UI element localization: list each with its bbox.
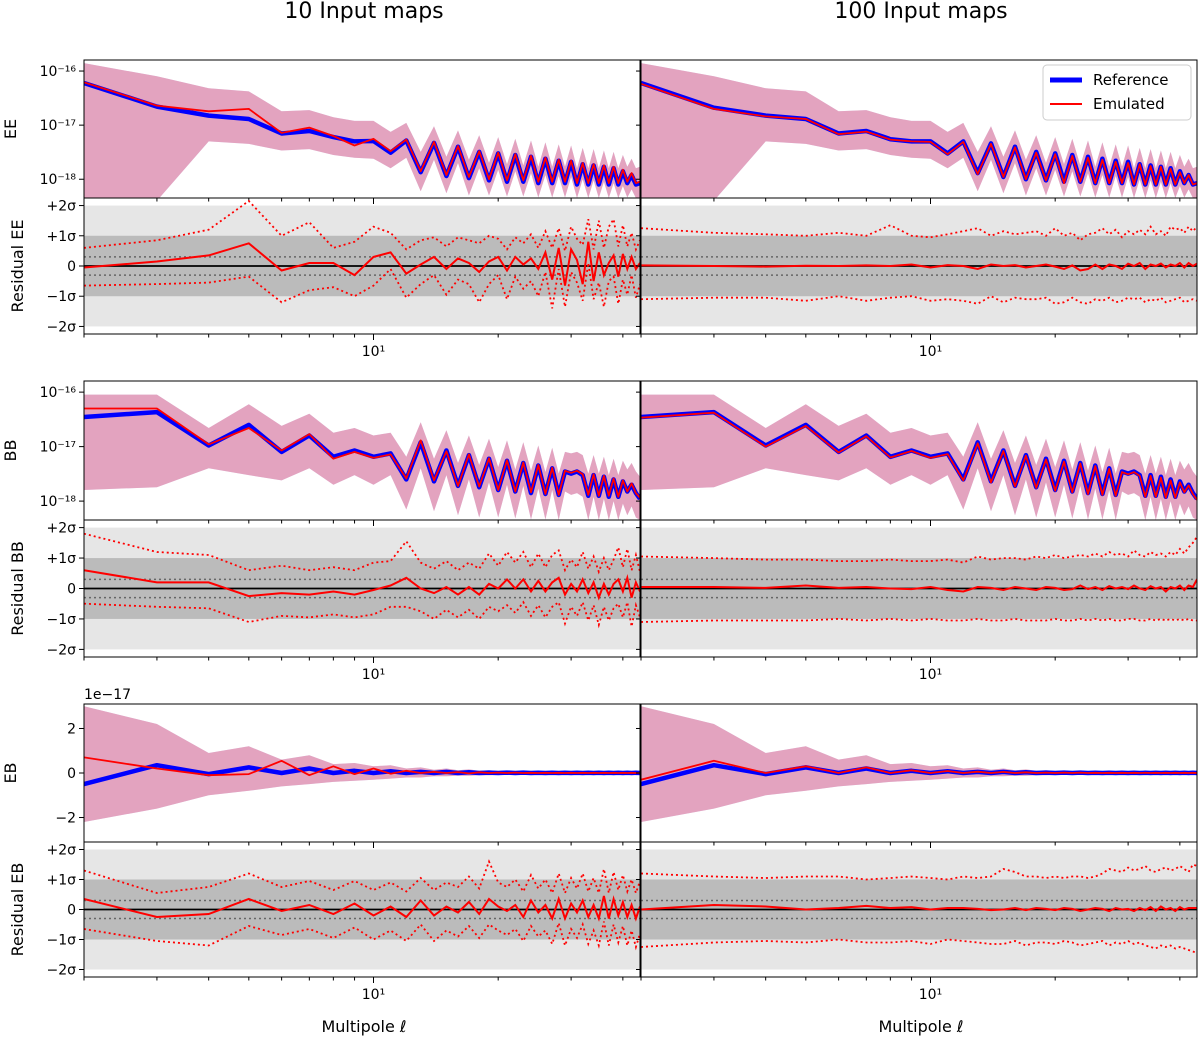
residual-lower-line	[84, 599, 640, 629]
residual-mean-line	[84, 895, 640, 922]
y-tick-label: 0	[67, 582, 76, 598]
y-tick-label: 10⁻¹⁷	[40, 440, 76, 456]
panel-ee-10	[84, 63, 640, 198]
emulated-line	[641, 759, 1197, 781]
column-title-right: 100 Input maps	[834, 0, 1007, 24]
residual-upper-line	[84, 199, 640, 255]
y-tick-label: −1σ	[46, 612, 76, 628]
y-tick-label: 10⁻¹⁶	[40, 385, 77, 401]
y-tick-label: +2σ	[46, 199, 76, 215]
panel-residual-eb-10	[84, 849, 640, 970]
x-tick-label: 10¹	[919, 344, 942, 360]
row-label: BB	[1, 440, 20, 462]
y-tick-label: 2	[67, 721, 76, 737]
y-tick-label: −1σ	[46, 933, 76, 949]
emulated-line	[641, 411, 1197, 501]
y-tick-label: −2σ	[46, 642, 76, 658]
emulated-band	[84, 394, 640, 520]
emulated-line	[84, 756, 640, 777]
emulated-band	[84, 63, 640, 198]
y-tick-label: 10⁻¹⁷	[40, 118, 76, 134]
panel-residual-eb-100	[641, 849, 1197, 970]
y-tick-label: 0	[67, 903, 76, 919]
residual-mean-line	[641, 578, 1197, 593]
y-tick-label: −2σ	[46, 963, 76, 979]
row-label: EB	[1, 762, 20, 783]
y-tick-label: +2σ	[46, 843, 76, 859]
y-tick-label: 0	[67, 259, 76, 275]
residual-upper-line	[84, 532, 640, 575]
y-tick-label: +1σ	[46, 873, 76, 889]
panel-eb-10	[84, 706, 640, 822]
x-tick-label: 10¹	[919, 987, 942, 1003]
residual-mean-line	[84, 569, 640, 601]
y-tick-label: −2	[55, 811, 76, 827]
x-axis-label-right: Multipole ℓ	[878, 1017, 963, 1036]
residual-upper-line	[641, 536, 1197, 564]
y-tick-label: 10⁻¹⁸	[40, 172, 77, 188]
panel-residual-ee-10	[84, 199, 640, 327]
residual-lower-line	[84, 262, 640, 309]
emulated-line	[84, 407, 640, 499]
x-tick-label: 10¹	[362, 987, 385, 1003]
y-tick-label: 10⁻¹⁶	[40, 64, 77, 80]
panel-bb-100	[641, 394, 1197, 520]
emulated-band	[641, 394, 1197, 520]
y-tick-label: −1σ	[46, 289, 76, 305]
x-axis-label-left: Multipole ℓ	[321, 1017, 406, 1036]
emulated-line	[641, 82, 1197, 186]
panel-bb-10	[84, 394, 640, 520]
y-tick-label: −2σ	[46, 319, 76, 335]
y-tick-label: +2σ	[46, 521, 76, 537]
residual-mean-line	[641, 261, 1197, 272]
panel-ee-100	[641, 63, 1197, 198]
y-tick-label: 0	[67, 766, 76, 782]
x-tick-label: 10¹	[919, 667, 942, 683]
row-label: Residual BB	[8, 541, 27, 636]
emulated-line	[84, 81, 640, 184]
residual-lower-line	[641, 617, 1197, 623]
y-offset-label: 1e−17	[84, 687, 131, 703]
residual-mean-line	[641, 903, 1197, 913]
y-tick-label: +1σ	[46, 229, 76, 245]
row-label: EE	[1, 119, 20, 139]
emulated-band	[84, 706, 640, 822]
x-tick-label: 10¹	[362, 344, 385, 360]
x-tick-label: 10¹	[362, 667, 385, 683]
column-title-left: 10 Input maps	[284, 0, 443, 24]
panel-residual-bb-100	[641, 527, 1197, 650]
legend-emulated-label: Emulated	[1093, 95, 1165, 113]
residual-lower-line	[641, 295, 1197, 305]
legend: Reference Emulated	[1042, 64, 1192, 121]
y-tick-label: 10⁻¹⁸	[40, 494, 77, 510]
residual-mean-line	[84, 241, 640, 286]
emulated-band	[641, 706, 1197, 822]
residual-upper-line	[641, 863, 1197, 881]
residual-lower-line	[84, 919, 640, 951]
legend-reference-label: Reference	[1093, 71, 1169, 89]
y-tick-label: +1σ	[46, 551, 76, 567]
residual-lower-line	[641, 938, 1197, 954]
panel-residual-bb-10	[84, 527, 640, 650]
reference-line	[84, 80, 640, 187]
panel-residual-ee-100	[641, 205, 1197, 327]
panel-eb-100	[641, 706, 1197, 822]
row-label: Residual EB	[8, 863, 27, 957]
row-label: Residual EE	[8, 220, 27, 313]
panels-layer: 10⁻¹⁶ 10⁻¹⁷ 10⁻¹⁸ EE 10¹ 10¹ +2σ +1σ 0 −1σ −2σ Resi…	[1, 59, 1198, 1003]
residual-upper-line	[641, 224, 1197, 242]
